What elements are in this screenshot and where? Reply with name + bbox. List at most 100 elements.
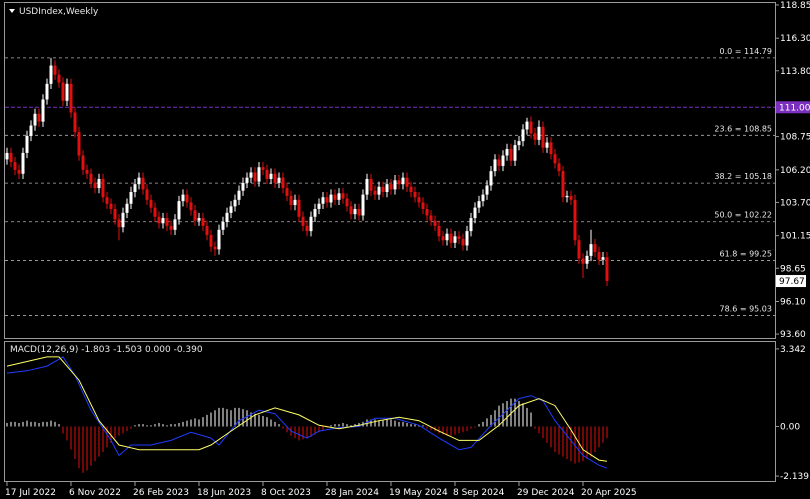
- candle-body: [69, 83, 73, 113]
- candle-body: [353, 208, 357, 215]
- candle-body: [573, 199, 577, 241]
- macd-title: MACD(12,26,9) -1.803 -1.503 0.000 -0.390: [10, 345, 203, 355]
- y-tick-label: 0.00: [780, 422, 800, 432]
- candle-body: [289, 195, 293, 206]
- candle-body: [217, 229, 221, 250]
- candle-body: [293, 199, 297, 206]
- candle-body: [273, 173, 277, 183]
- candle-body: [269, 173, 273, 179]
- candle-body: [253, 172, 257, 182]
- fib-label: 50.0 = 102.22: [714, 211, 772, 220]
- candle-body: [477, 201, 481, 208]
- candle-body: [433, 220, 437, 226]
- candle-body: [397, 180, 401, 185]
- candle-body: [125, 203, 129, 213]
- y-tick-label: 118.85: [780, 1, 810, 11]
- candle-body: [457, 236, 461, 239]
- candle-body: [249, 172, 253, 178]
- candle-body: [205, 225, 209, 236]
- candle-body: [105, 197, 109, 204]
- candle-body: [257, 167, 261, 182]
- y-tick-label: 98.65: [780, 264, 806, 274]
- candle-body: [277, 177, 281, 183]
- candle-body: [369, 178, 373, 191]
- candle-body: [389, 184, 393, 190]
- x-tick-label: 26 Feb 2023: [133, 488, 189, 498]
- candle-body: [181, 194, 185, 202]
- candle-body: [81, 155, 85, 170]
- candle-body: [5, 152, 9, 160]
- level-label: 111.00: [779, 103, 810, 113]
- candle-body: [157, 216, 161, 224]
- candle-body: [569, 195, 573, 200]
- candle-body: [401, 177, 405, 185]
- candle-body: [33, 113, 37, 126]
- candle-body: [385, 184, 389, 193]
- candle-body: [117, 219, 121, 228]
- candle-body: [513, 145, 517, 161]
- candle-body: [173, 219, 177, 230]
- candle-body: [213, 246, 217, 250]
- x-tick-label: 6 Nov 2022: [69, 488, 121, 498]
- x-tick-label: 17 Jul 2022: [5, 488, 56, 498]
- candle-body: [121, 212, 125, 228]
- x-tick-label: 8 Sep 2024: [453, 488, 505, 498]
- candle-body: [305, 225, 309, 232]
- candle-body: [349, 206, 353, 215]
- candle-body: [469, 218, 473, 232]
- candle-body: [109, 203, 113, 209]
- candle-body: [309, 216, 313, 232]
- candle-body: [265, 169, 269, 179]
- x-tick-label: 20 Apr 2025: [581, 488, 637, 498]
- candle-body: [341, 193, 345, 199]
- candle-body: [177, 201, 181, 220]
- candle-body: [525, 121, 529, 130]
- candle-body: [405, 177, 409, 187]
- candle-body: [517, 141, 521, 146]
- fib-label: 61.8 = 99.25: [719, 249, 772, 258]
- candle-body: [285, 188, 289, 196]
- last-price-label: 97.67: [779, 277, 805, 287]
- candle-body: [425, 208, 429, 216]
- candle-body: [13, 162, 17, 170]
- candle-body: [473, 207, 477, 219]
- candle-body: [501, 155, 505, 166]
- candle-body: [169, 225, 173, 230]
- candle-body: [505, 148, 509, 156]
- candle-body: [137, 177, 141, 185]
- candle-body: [57, 74, 61, 83]
- candle-body: [185, 194, 189, 203]
- candle-body: [97, 178, 101, 189]
- x-tick-label: 28 Jan 2024: [325, 488, 379, 498]
- candle-body: [229, 206, 233, 213]
- candle-body: [565, 195, 569, 198]
- y-tick-label: 103.70: [780, 198, 810, 208]
- candle-body: [393, 180, 397, 190]
- candle-body: [497, 159, 501, 166]
- candle-body: [453, 236, 457, 243]
- candle-body: [417, 197, 421, 203]
- candle-body: [549, 142, 553, 155]
- candle-body: [145, 189, 149, 200]
- y-tick-label: 116.30: [780, 34, 810, 44]
- candle-body: [593, 244, 597, 252]
- candle-body: [365, 178, 369, 195]
- candle-body: [225, 212, 229, 222]
- candle-body: [465, 231, 469, 246]
- x-tick-label: 29 Dec 2024: [517, 488, 575, 498]
- fib-label: 78.6 = 95.03: [719, 304, 772, 313]
- candle-body: [329, 194, 333, 203]
- y-tick-label: 101.15: [780, 232, 810, 242]
- y-tick-label: 113.80: [780, 67, 810, 77]
- candle-body: [281, 177, 285, 189]
- candle-body: [361, 194, 365, 216]
- candle-body: [529, 121, 533, 134]
- candle-body: [197, 218, 201, 221]
- candle-body: [577, 240, 581, 259]
- candle-body: [589, 244, 593, 256]
- macd-line: [6, 356, 608, 469]
- last-price-box: [776, 275, 806, 288]
- candle-body: [381, 186, 385, 193]
- candle-body: [113, 208, 117, 220]
- y-tick-label: 108.75: [780, 133, 810, 143]
